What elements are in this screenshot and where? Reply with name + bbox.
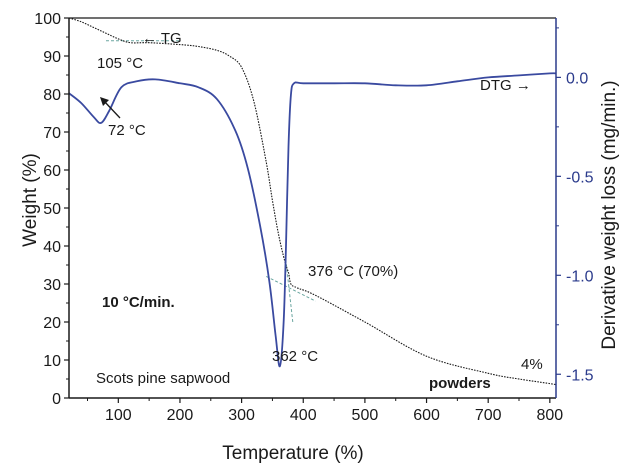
x-axis-title: Temperature (%) xyxy=(222,443,364,464)
y-left-tick-label: 0 xyxy=(52,391,61,408)
dtg-series-label: DTG → xyxy=(480,77,531,94)
peak-105-label: 105 °C xyxy=(97,55,143,72)
y-left-tick-label: 70 xyxy=(43,125,61,142)
y-left-tick-label: 50 xyxy=(43,201,61,218)
onset-label: 376 °C (70%) xyxy=(308,263,398,280)
x-tick-label: 600 xyxy=(413,407,440,424)
dtg-series-line xyxy=(68,72,557,368)
y-axis-right-title: Derivative weight loss (mg/min.) xyxy=(599,80,620,349)
y-right-tick-label: -1.5 xyxy=(566,367,594,384)
y-left-tick-label: 80 xyxy=(43,87,61,104)
x-tick-label: 100 xyxy=(105,407,132,424)
y-left-tick-label: 30 xyxy=(43,277,61,294)
x-tick-label: 300 xyxy=(228,407,255,424)
y-left-tick-label: 100 xyxy=(34,11,61,28)
residue-label: 4% xyxy=(521,356,543,373)
x-tick-label: 800 xyxy=(536,407,563,424)
heating-rate-label: 10 °C/min. xyxy=(102,294,175,311)
x-tick-label: 700 xyxy=(475,407,502,424)
x-tick-label: 500 xyxy=(352,407,379,424)
y-left-tick-label: 10 xyxy=(43,353,61,370)
tg-series-label: ← TG xyxy=(142,30,182,47)
y-left-tick-label: 40 xyxy=(43,239,61,256)
y-left-tick-label: 20 xyxy=(43,315,61,332)
tangent-line-steep xyxy=(285,261,294,323)
x-tick-label: 200 xyxy=(167,407,194,424)
sample-label: Scots pine sapwood xyxy=(96,370,230,387)
y-left-tick-label: 60 xyxy=(43,163,61,180)
powders-label: powders xyxy=(429,375,491,392)
y-axis-left-title: Weight (%) xyxy=(20,153,41,247)
tg-series-line xyxy=(68,17,557,386)
axes-layer xyxy=(68,17,557,399)
ticks-layer: 100 200 300 400 500 600 700 800 0 10 20 30 40 50 60 70 8… xyxy=(34,11,593,424)
peak-72-label: 72 °C xyxy=(108,122,146,139)
y-right-tick-label: -1.0 xyxy=(566,268,594,285)
series-layer xyxy=(68,17,557,386)
tangent-line-residue xyxy=(266,275,316,302)
y-left-tick-label: 90 xyxy=(43,49,61,66)
tangent-lines xyxy=(105,40,316,323)
peak-362-label: 362 °C xyxy=(272,348,318,365)
peak-72-arrow xyxy=(100,97,121,119)
x-tick-label: 400 xyxy=(290,407,317,424)
y-right-tick-label: -0.5 xyxy=(566,169,594,186)
y-right-tick-label: 0.0 xyxy=(566,70,588,87)
